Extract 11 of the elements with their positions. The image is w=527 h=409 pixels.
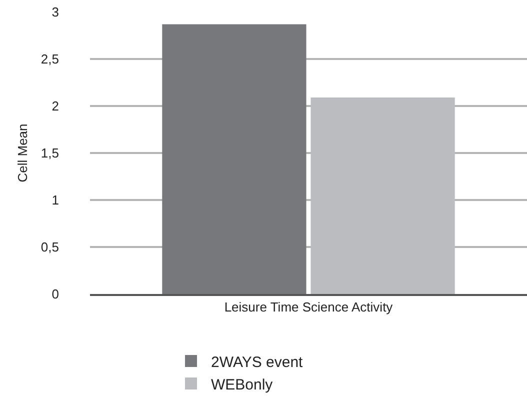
y-tick-label: 1 — [52, 192, 59, 208]
y-tick-label: 2 — [52, 98, 59, 114]
x-tick-label: Leisure Time Science Activity — [224, 300, 394, 315]
legend-label: 2WAYS event — [211, 354, 304, 371]
y-tick-label: 0 — [52, 286, 59, 302]
y-tick-label: 3 — [52, 4, 59, 20]
y-tick-label: 2,5 — [40, 52, 59, 67]
y-tick-label: 0,5 — [40, 240, 59, 255]
y-tick-label: 1,5 — [40, 146, 59, 161]
y-axis-title: Cell Mean — [14, 124, 30, 182]
legend-label: WEBonly — [211, 376, 274, 394]
